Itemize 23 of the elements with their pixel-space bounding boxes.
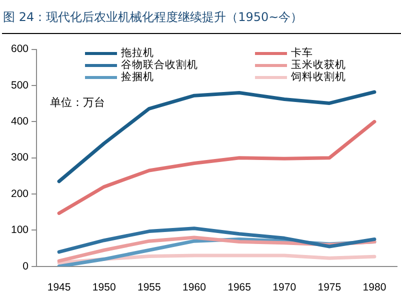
y-tick-label: 100 xyxy=(10,224,29,236)
legend-label: 玉米收获机 xyxy=(291,58,346,71)
legend-label: 谷物联合收割机 xyxy=(121,58,198,72)
y-tick-label: 400 xyxy=(10,116,29,128)
x-tick-label: 1970 xyxy=(272,282,296,294)
x-tick-label: 1950 xyxy=(92,282,116,294)
y-tick-label: 600 xyxy=(10,43,29,56)
annotation: 单位：万台 xyxy=(50,95,105,110)
legend-label: 卡车 xyxy=(291,46,313,59)
chart-title: 图 24：现代化后农业机械化程度继续提升（1950~今） xyxy=(3,9,303,26)
y-tick-label: 0 xyxy=(22,260,29,272)
y-tick-label: 200 xyxy=(10,188,29,200)
y-tick-label: 500 xyxy=(10,79,29,92)
x-tick-label: 1975 xyxy=(318,282,342,294)
y-tick-label: 300 xyxy=(10,152,29,164)
x-tick-label: 1960 xyxy=(182,282,206,294)
x-tick-label: 1965 xyxy=(228,282,252,294)
legend-label: 饲料收割机 xyxy=(291,70,346,84)
legend-label: 拖拉机 xyxy=(121,46,154,60)
x-tick-label: 1945 xyxy=(47,282,71,294)
legend-label: 捡捆机 xyxy=(121,70,154,84)
x-tick-label: 1955 xyxy=(137,282,162,294)
x-tick-label: 1980 xyxy=(362,282,386,294)
